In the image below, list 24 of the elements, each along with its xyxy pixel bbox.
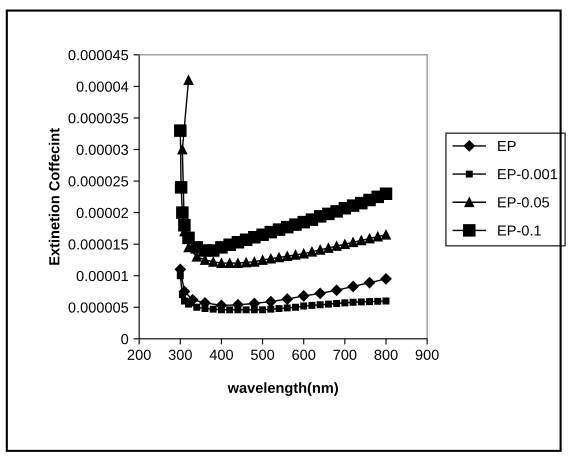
y-tick-label: 0 bbox=[121, 334, 128, 344]
y-tick-label: 0.000025 bbox=[68, 176, 128, 186]
x-tick-label: 500 bbox=[250, 350, 274, 360]
y-tick-label: 0.000005 bbox=[68, 302, 128, 313]
legend-label: EP-0.1 bbox=[498, 225, 541, 236]
y-tick-label: 0.00002 bbox=[76, 208, 128, 218]
y-tick-label: 0.000015 bbox=[68, 239, 128, 250]
x-tick-label: 900 bbox=[416, 350, 439, 360]
legend-label: EP-0.001 bbox=[498, 169, 558, 180]
x-tick-label: 200 bbox=[128, 350, 151, 360]
legend-label: EP bbox=[498, 140, 516, 152]
x-tick-label: 300 bbox=[168, 350, 192, 360]
y-tick-label: 0.000035 bbox=[68, 113, 128, 124]
x-tick-label: 800 bbox=[374, 350, 398, 360]
x-axis-title: wavelength(nm) bbox=[228, 382, 338, 396]
x-tick-label: 600 bbox=[292, 350, 316, 360]
x-tick-label: 400 bbox=[210, 350, 234, 360]
y-tick-label: 0.000045 bbox=[68, 50, 128, 60]
y-tick-label: 0.00004 bbox=[76, 82, 128, 92]
legend-label: EP-0.05 bbox=[498, 197, 550, 208]
y-tick-label: 0.00003 bbox=[76, 144, 128, 155]
y-axis-title: Extinetion Coffecint bbox=[48, 128, 60, 265]
y-tick-label: 0.00001 bbox=[76, 270, 128, 282]
x-tick-label: 700 bbox=[333, 350, 356, 360]
